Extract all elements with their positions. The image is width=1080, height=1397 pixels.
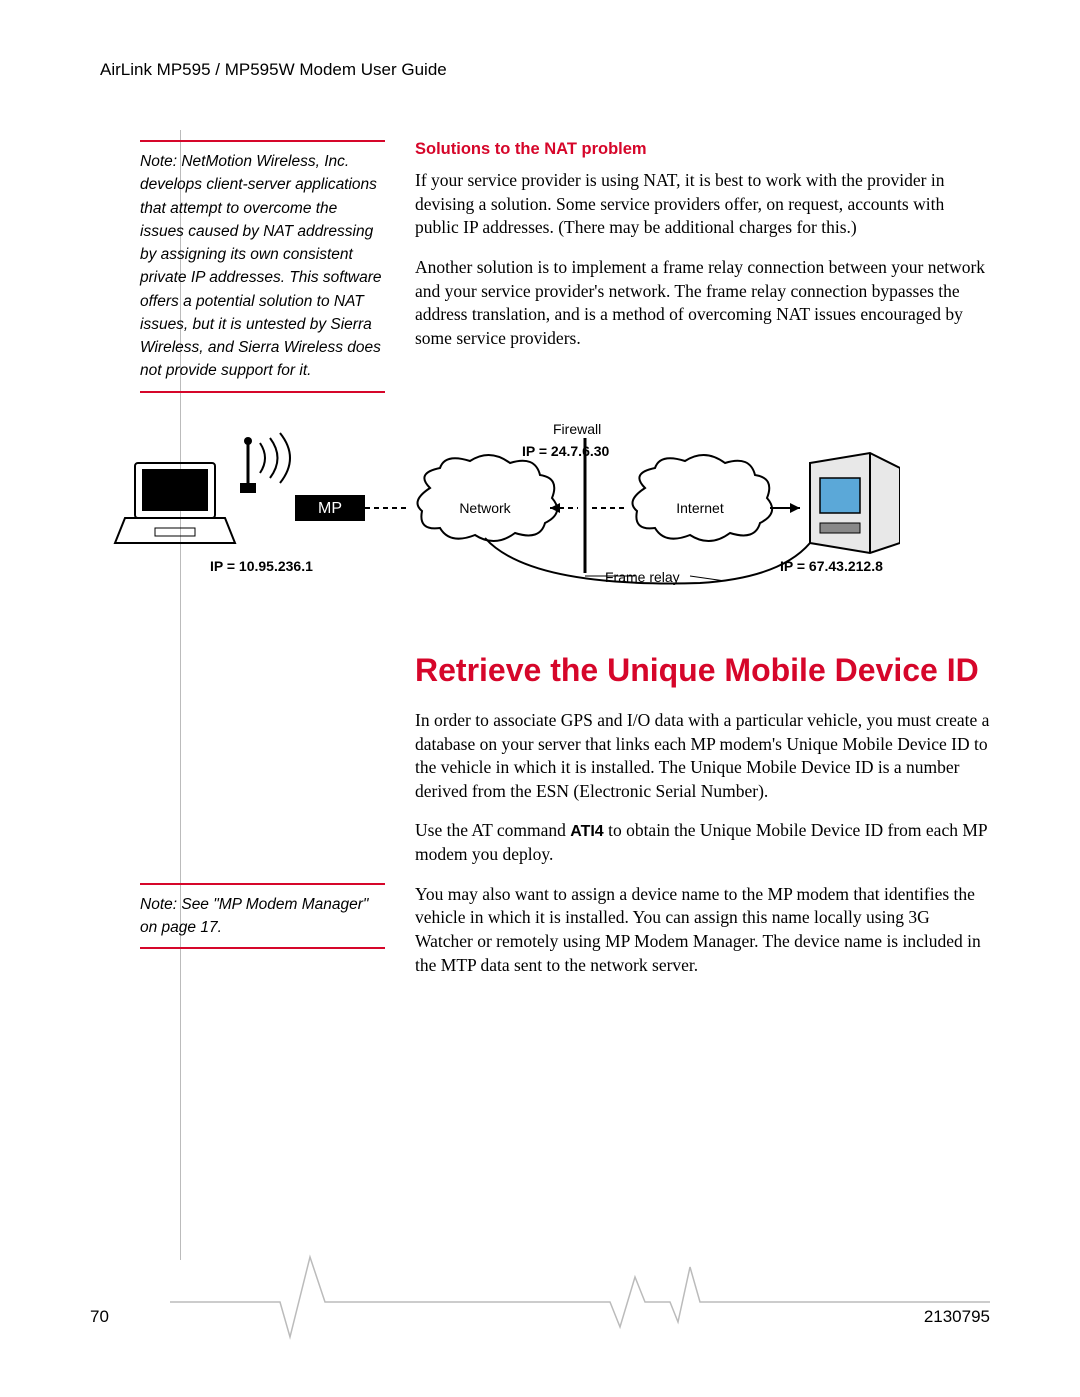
ip-top-label: IP = 24.7.6.30: [522, 443, 609, 459]
sidebar-col: Note: NetMotion Wireless, Inc. develops …: [140, 140, 385, 393]
internet-cloud: Internet: [633, 454, 773, 540]
para-nat-2: Another solution is to implement a frame…: [415, 256, 990, 351]
ip-left-label: IP = 10.95.236.1: [210, 558, 313, 574]
sidebar-col-2: [140, 623, 385, 883]
svg-text:Network: Network: [459, 500, 511, 516]
svg-text:Internet: Internet: [676, 500, 724, 516]
page-footer: 70 2130795: [90, 1307, 990, 1327]
antenna-icon: [240, 433, 290, 493]
section-nat: Note: NetMotion Wireless, Inc. develops …: [140, 140, 990, 393]
note-box-2: Note: See "MP Modem Manager" on page 17.: [140, 883, 385, 950]
para-device-3: You may also want to assign a device nam…: [415, 883, 990, 978]
heading-device-id: Retrieve the Unique Mobile Device ID: [415, 651, 990, 689]
diagram-svg: MP Network Internet: [80, 413, 900, 613]
main-col: Solutions to the NAT problem If your ser…: [415, 140, 990, 393]
content-area: Note: NetMotion Wireless, Inc. develops …: [140, 140, 990, 993]
sidebar-col-3: Note: See "MP Modem Manager" on page 17.: [140, 883, 385, 994]
network-cloud: Network: [418, 454, 558, 540]
network-diagram: MP Network Internet: [80, 413, 900, 613]
para-device-1: In order to associate GPS and I/O data w…: [415, 709, 990, 804]
laptop-icon: [115, 463, 235, 543]
at-command: ATI4: [570, 823, 603, 840]
main-col-2: Retrieve the Unique Mobile Device ID In …: [415, 623, 990, 883]
ekg-decoration: [170, 1252, 990, 1342]
note-box-1: Note: NetMotion Wireless, Inc. develops …: [140, 140, 385, 393]
subheading-nat: Solutions to the NAT problem: [415, 140, 990, 159]
section-device-name: Note: See "MP Modem Manager" on page 17.…: [140, 883, 990, 994]
firewall-label: Firewall: [553, 421, 601, 437]
para-device-2: Use the AT command ATI4 to obtain the Un…: [415, 819, 990, 866]
server-icon: [810, 453, 900, 553]
doc-number: 2130795: [924, 1307, 990, 1327]
section-device-id: Retrieve the Unique Mobile Device ID In …: [140, 623, 990, 883]
page: AirLink MP595 / MP595W Modem User Guide …: [0, 0, 1080, 1397]
page-header: AirLink MP595 / MP595W Modem User Guide: [90, 60, 990, 80]
page-number: 70: [90, 1307, 109, 1327]
main-col-3: You may also want to assign a device nam…: [415, 883, 990, 994]
mp-label: MP: [318, 500, 342, 517]
para-device-2a: Use the AT command: [415, 820, 570, 840]
ip-right-label: IP = 67.43.212.8: [780, 558, 883, 574]
para-nat-1: If your service provider is using NAT, i…: [415, 169, 990, 240]
frame-relay-label: Frame relay: [605, 569, 680, 585]
